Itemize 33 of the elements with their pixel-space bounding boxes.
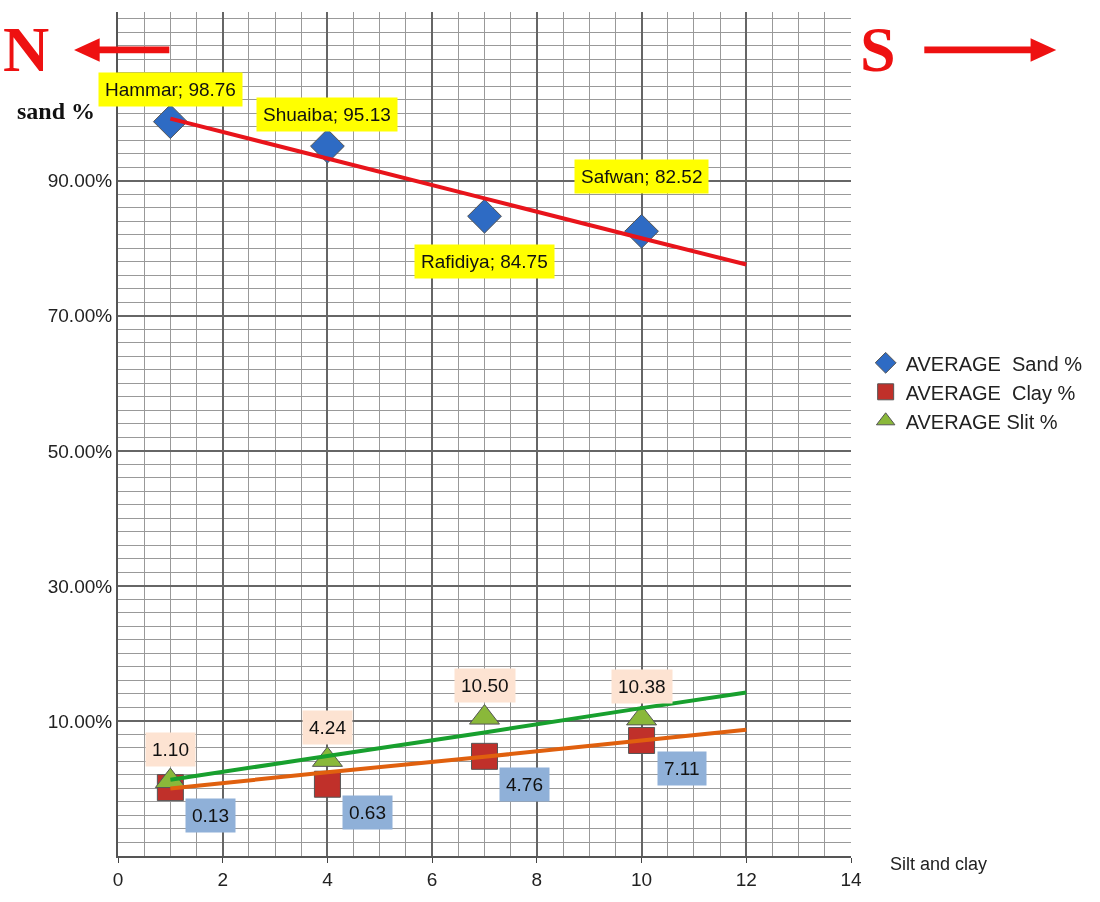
y-axis-title: sand % — [17, 98, 96, 124]
y-tick-label: 90.00% — [47, 170, 113, 192]
x-axis-title: Silt and clay — [890, 854, 988, 874]
data-label: Hammar; 98.76 — [105, 79, 236, 100]
data-label: 4.76 — [506, 774, 543, 795]
y-tick-label: 10.00% — [47, 710, 113, 732]
text: S — [860, 14, 896, 85]
data-label: Rafidiya; 84.75 — [421, 251, 548, 272]
data-label: 0.13 — [192, 805, 229, 826]
legend-label: AVERAGE Sand % — [905, 352, 1083, 375]
data-label: 0.63 — [349, 802, 386, 823]
text: N — [3, 14, 50, 85]
x-tick-label: 14 — [840, 868, 862, 890]
x-tick-label: 6 — [426, 868, 438, 890]
y-tick-label: 70.00% — [47, 305, 113, 327]
data-label: 4.24 — [309, 717, 347, 738]
data-label: 10.38 — [618, 676, 666, 697]
data-label: 10.50 — [461, 675, 509, 696]
data-label: Safwan; 82.52 — [581, 166, 703, 187]
x-tick-label: 4 — [322, 868, 334, 890]
point — [467, 198, 502, 234]
x-tick-label: 0 — [112, 868, 124, 890]
x-tick-label: 10 — [631, 868, 653, 890]
legend-label: AVERAGE Clay % — [905, 381, 1076, 404]
x-tick-label: 2 — [217, 868, 228, 890]
legend-label: AVERAGE Slit % — [905, 410, 1058, 433]
x-tick-label: 8 — [531, 868, 543, 890]
x-tick-label: 12 — [735, 868, 757, 890]
data-label: 7.11 — [664, 758, 700, 779]
data-label: 1.10 — [152, 739, 189, 760]
data-label: Shuaiba; 95.13 — [263, 104, 391, 125]
y-tick-label: 50.00% — [47, 440, 113, 462]
y-tick-label: 30.00% — [47, 575, 113, 597]
